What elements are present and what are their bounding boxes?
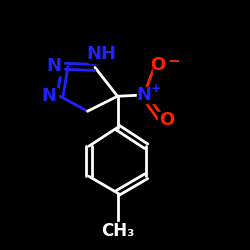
Bar — [89, 45, 114, 62]
Bar — [138, 87, 155, 103]
Text: −: − — [168, 54, 180, 69]
Text: N: N — [46, 57, 61, 75]
Bar — [158, 112, 175, 128]
Text: N: N — [41, 87, 56, 105]
Text: NH: NH — [86, 45, 116, 63]
Bar — [45, 58, 62, 75]
Bar — [40, 88, 58, 105]
Bar — [100, 222, 135, 239]
Text: CH₃: CH₃ — [101, 222, 134, 240]
Bar — [152, 56, 170, 72]
Text: O: O — [150, 56, 165, 74]
Text: N: N — [136, 86, 151, 104]
Text: +: + — [151, 82, 162, 95]
Text: O: O — [159, 111, 174, 129]
